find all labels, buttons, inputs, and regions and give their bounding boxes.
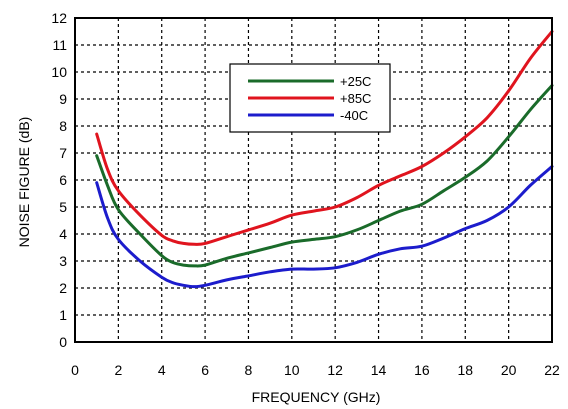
y-tick-label: 5 <box>59 199 67 215</box>
legend-label: +85C <box>340 91 371 106</box>
y-tick-label: 4 <box>59 226 67 242</box>
x-tick-label: 10 <box>284 362 300 378</box>
x-axis-label: FREQUENCY (GHz) <box>252 389 381 405</box>
plot-lines <box>95 30 554 289</box>
legend-label: +25C <box>340 74 371 89</box>
x-tick-label: 6 <box>201 362 209 378</box>
y-tick-label: 8 <box>59 118 67 134</box>
x-tick-label: 8 <box>245 362 253 378</box>
x-tick-label: 16 <box>414 362 430 378</box>
y-tick-label: 12 <box>51 10 67 26</box>
x-tick-label: 4 <box>158 362 166 378</box>
x-tick-label: 2 <box>114 362 122 378</box>
series-line-1 <box>95 30 554 246</box>
series-line-0 <box>95 84 554 268</box>
y-tick-label: 7 <box>59 145 67 161</box>
y-tick-label: 6 <box>59 172 67 188</box>
legend: +25C +85C -40C <box>229 63 391 133</box>
y-tick-label: 1 <box>59 307 67 323</box>
x-tick-label: 18 <box>457 362 473 378</box>
x-tick-label: 0 <box>71 362 79 378</box>
x-tick-label: 12 <box>327 362 343 378</box>
y-tick-label: 11 <box>52 37 67 53</box>
y-tick-label: 9 <box>59 91 67 107</box>
y-axis-label: NOISE FIGURE (dB) <box>16 117 32 248</box>
x-tick-label: 22 <box>544 362 560 378</box>
y-tick-label: 10 <box>51 64 67 80</box>
plot-frame <box>74 17 553 343</box>
legend-label: -40C <box>340 108 368 123</box>
x-tick-label: 20 <box>501 362 517 378</box>
y-tick-label: 3 <box>59 253 67 269</box>
y-tick-label: 2 <box>59 280 67 296</box>
x-ticks: 0 2 4 6 8 10 12 14 16 18 20 22 <box>71 362 560 378</box>
series-line-2 <box>95 165 554 289</box>
y-tick-label: 0 <box>59 334 67 350</box>
x-tick-label: 14 <box>371 362 387 378</box>
